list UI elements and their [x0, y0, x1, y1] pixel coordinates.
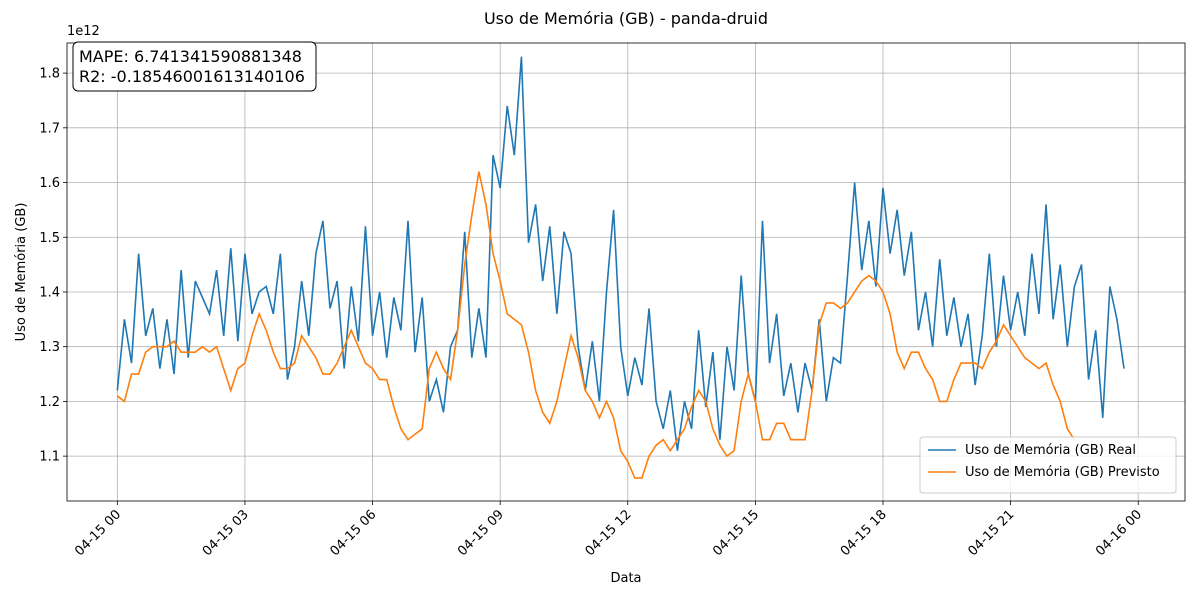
annotation-text: R2: -0.18546001613140106	[79, 67, 305, 86]
y-tick-label: 1.4	[39, 285, 60, 300]
legend-label: Uso de Memória (GB) Real	[965, 443, 1136, 458]
legend: Uso de Memória (GB) Real Uso de Memória (…	[919, 436, 1177, 494]
x-tick-label: 04-15 00	[72, 507, 124, 559]
series-line	[116, 56, 1125, 451]
series-line	[116, 171, 1076, 479]
x-tick-label: 04-16 00	[1093, 507, 1145, 559]
y-axis-label: Uso de Memória (GB)	[14, 203, 29, 342]
x-axis-label: Data	[610, 571, 641, 586]
x-tick-label: 04-15 03	[200, 507, 252, 559]
x-tick-label: 04-15 12	[583, 507, 635, 559]
legend-frame	[919, 436, 1177, 494]
annotation-frame	[72, 41, 317, 92]
x-tick-label: 04-15 18	[838, 507, 890, 559]
x-tick-label: 04-15 21	[965, 507, 1017, 559]
y-tick-label: 1.1	[39, 450, 60, 465]
y-tick-label: 1.3	[39, 340, 60, 355]
x-tick-label: 04-15 06	[327, 507, 379, 559]
legend-label: Uso de Memória (GB) Previsto	[965, 465, 1160, 480]
chart-title: Uso de Memória (GB) - panda-druid	[484, 9, 768, 28]
x-tick-label: 04-15 15	[710, 507, 762, 559]
y-tick-label: 1.5	[39, 231, 60, 246]
y-tick-label: 1.8	[39, 67, 60, 82]
annotation-text: MAPE: 6.741341590881348	[79, 47, 302, 66]
y-tick-label: 1.6	[39, 176, 60, 191]
y-tick-label: 1.2	[39, 395, 60, 410]
axes-frame	[66, 42, 1186, 502]
y-offset-label: 1e12	[67, 24, 100, 39]
x-tick-label: 04-15 09	[455, 507, 507, 559]
y-tick-label: 1.7	[39, 121, 60, 136]
